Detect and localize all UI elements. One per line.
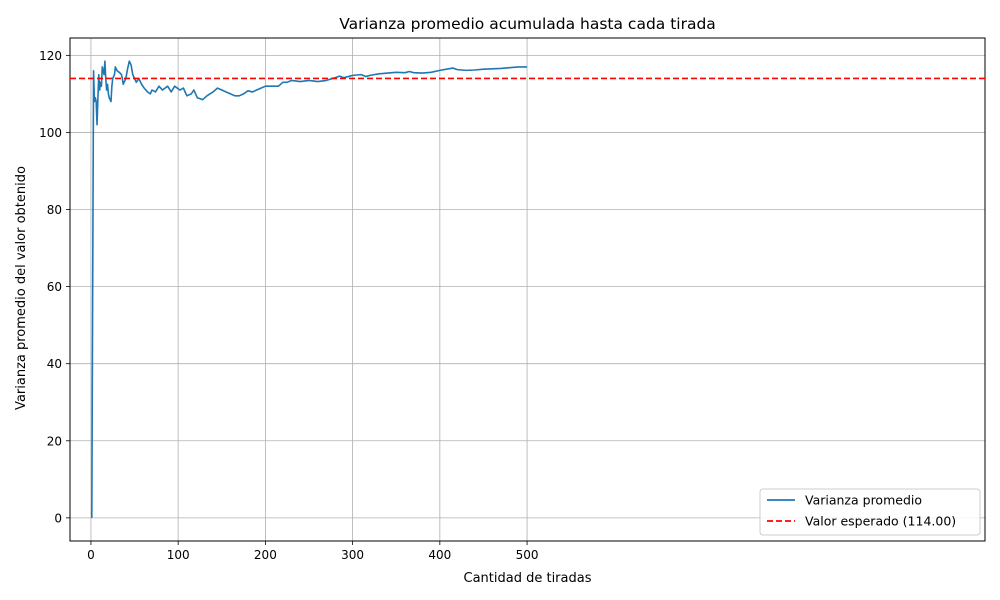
plot-frame — [69, 37, 986, 542]
legend-label-esperado: Valor esperado (114.00) — [805, 514, 956, 529]
x-tick-label: 500 — [516, 548, 539, 562]
y-tick-label: 100 — [39, 126, 62, 140]
legend-label-varianza: Varianza promedio — [805, 493, 922, 508]
y-axis-label: Varianza promedio del valor obtenido — [14, 166, 29, 410]
legend-box — [759, 488, 981, 536]
y-tick-label: 0 — [54, 511, 62, 525]
x-tick-label: 300 — [341, 548, 364, 562]
y-tick-label: 80 — [47, 203, 62, 217]
x-axis-label: Cantidad de tiradas — [464, 571, 592, 586]
y-tick-label: 120 — [39, 49, 62, 63]
x-tick-label: 0 — [87, 548, 95, 562]
series-line-varianza-promedio — [91, 60, 528, 518]
y-tick-label: 60 — [47, 280, 62, 294]
legend: Varianza promedio Valor esperado (114.00… — [759, 488, 981, 536]
chart-title: Varianza promedio acumulada hasta cada t… — [339, 15, 716, 33]
y-tick-label: 40 — [47, 357, 62, 371]
x-tick-label: 100 — [167, 548, 190, 562]
y-tick-label: 20 — [47, 434, 62, 448]
x-tick-label: 400 — [428, 548, 451, 562]
x-tick-label: 200 — [254, 548, 277, 562]
